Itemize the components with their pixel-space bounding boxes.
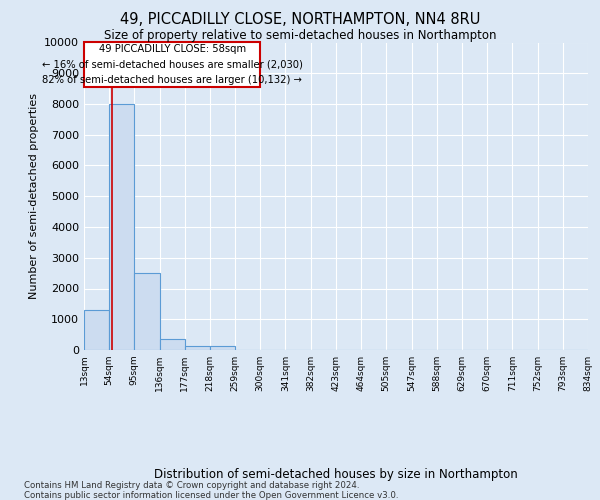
Text: 49 PICCADILLY CLOSE: 58sqm
← 16% of semi-detached houses are smaller (2,030)
82%: 49 PICCADILLY CLOSE: 58sqm ← 16% of semi… [41, 44, 302, 86]
Bar [185, 346, 210, 350]
Bar [160, 338, 185, 350]
X-axis label: Distribution of semi-detached houses by size in Northampton: Distribution of semi-detached houses by … [154, 468, 518, 480]
Text: 49, PICCADILLY CLOSE, NORTHAMPTON, NN4 8RU: 49, PICCADILLY CLOSE, NORTHAMPTON, NN4 8… [120, 12, 480, 28]
Bar [109, 104, 134, 350]
Bar [134, 273, 160, 350]
Text: Contains public sector information licensed under the Open Government Licence v3: Contains public sector information licen… [24, 491, 398, 500]
Bar [210, 346, 235, 350]
Text: Contains HM Land Registry data © Crown copyright and database right 2024.: Contains HM Land Registry data © Crown c… [24, 481, 359, 490]
Bar [84, 310, 109, 350]
Y-axis label: Number of semi-detached properties: Number of semi-detached properties [29, 93, 38, 299]
Bar [84, 42, 260, 87]
Text: Size of property relative to semi-detached houses in Northampton: Size of property relative to semi-detach… [104, 29, 496, 42]
